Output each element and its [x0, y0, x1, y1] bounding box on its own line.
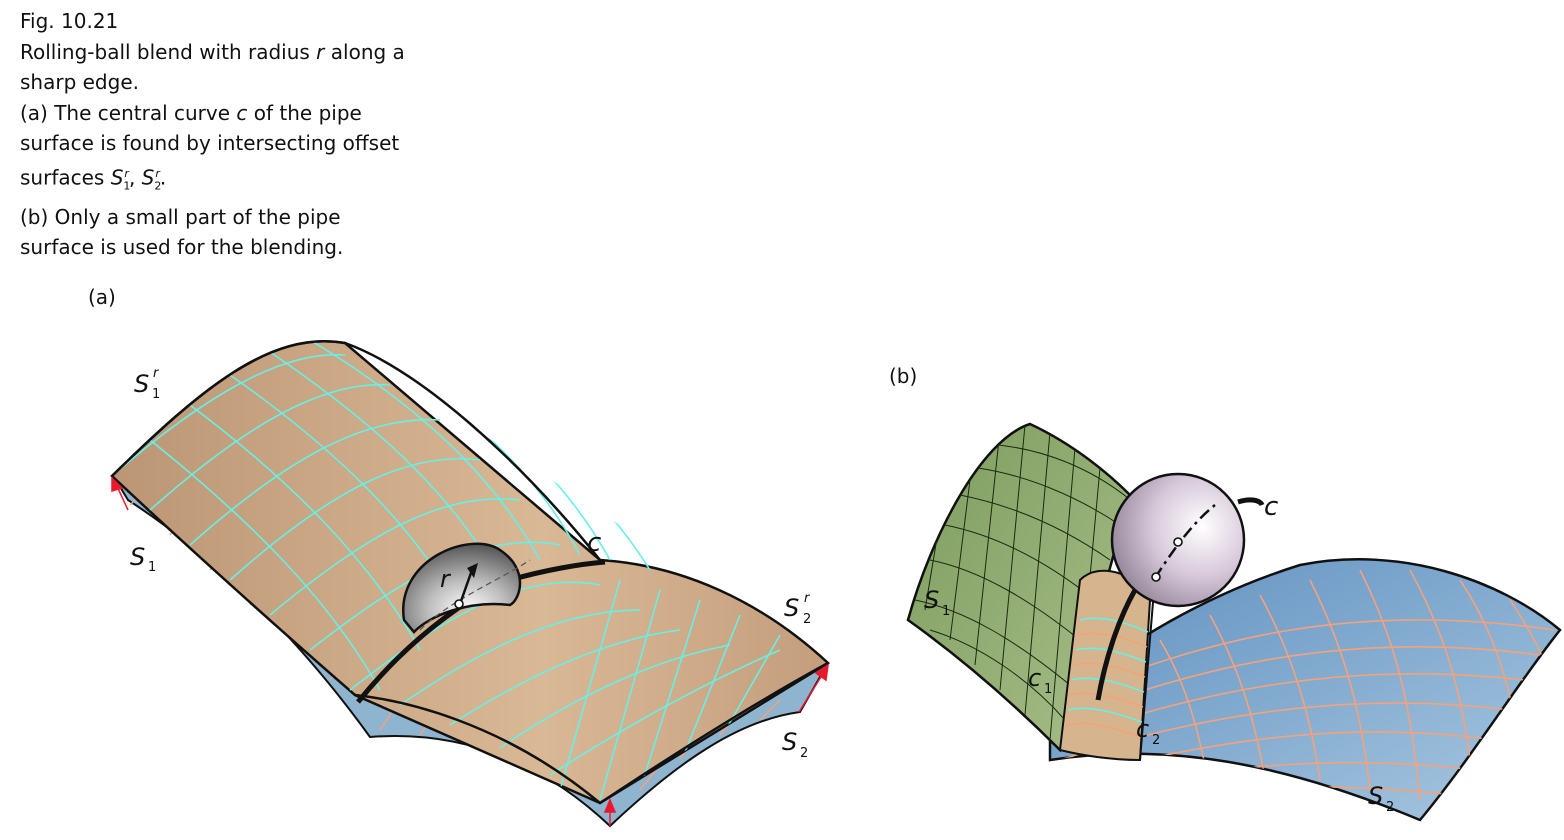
figure-caption: Fig. 10.21 Rolling-ball blend with radiu… [20, 6, 490, 263]
caption-line-1: Rolling-ball blend with radius r along a [20, 39, 405, 64]
svg-text:2: 2 [1152, 733, 1160, 748]
svg-text:1: 1 [942, 604, 950, 619]
caption-line-2: sharp edge. [20, 70, 139, 94]
svg-text:2: 2 [800, 746, 808, 761]
label-s1r: S [134, 370, 149, 398]
curve-c1 [1095, 588, 1138, 701]
offset-arrows [111, 476, 829, 826]
label-s2r: S [784, 594, 799, 622]
caption-line-3: (a) The central curve c of the pipe [20, 100, 362, 125]
caption-line-5: surfaces S1r, S2r. [20, 165, 167, 193]
svg-text:1: 1 [152, 387, 160, 402]
label-c: c [587, 528, 601, 558]
label-s2-b: S [1368, 782, 1383, 810]
curve-c-dashed [1153, 504, 1216, 579]
svg-text:2: 2 [803, 612, 811, 627]
svg-text:2: 2 [1386, 800, 1394, 815]
curve-c [1237, 497, 1265, 507]
label-c1: c [1028, 664, 1041, 692]
label-s2: S [782, 728, 797, 756]
label-s1-b: S [924, 586, 939, 614]
caption-line-6: (b) Only a small part of the pipe [20, 204, 341, 229]
caption-line-4: surface is found by intersecting offset [20, 131, 400, 155]
svg-text:1: 1 [1044, 682, 1052, 697]
panel-b-label: (b) [889, 364, 918, 388]
panel-b-drawing: c S 1 c 1 c 2 S 2 [906, 422, 1562, 822]
label-c2: c [1136, 715, 1149, 743]
figure-number: Fig. 10.21 [20, 9, 119, 33]
radius-arrow [458, 569, 474, 605]
panel-a-drawing: S 1 r S 1 c r S 2 r S 2 [110, 340, 831, 828]
svg-text:r: r [804, 591, 811, 606]
panel-a-label: (a) [88, 285, 116, 309]
label-s1: S [130, 543, 145, 571]
rolling-ball [402, 542, 522, 634]
caption-line-7: surface is used for the blending. [20, 235, 344, 260]
label-c-b: c [1264, 492, 1278, 522]
label-r: r [440, 565, 452, 593]
svg-text:r: r [153, 366, 160, 381]
svg-text:1: 1 [148, 560, 156, 575]
surface-s2 [1048, 558, 1562, 822]
